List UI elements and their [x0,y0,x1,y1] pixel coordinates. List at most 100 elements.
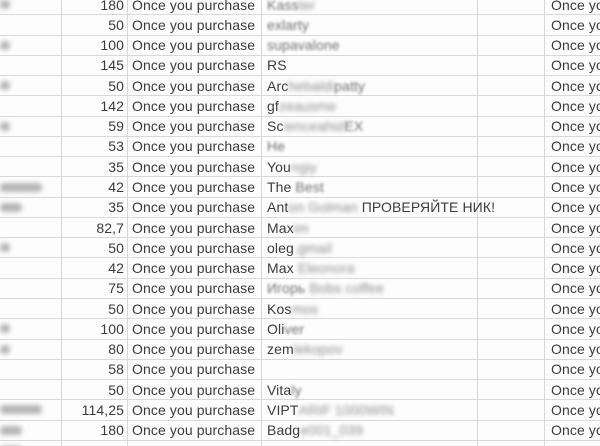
cell-empty[interactable] [478,217,545,238]
cell-buyer-name[interactable]: Badg e001_039 [262,420,478,440]
cell-empty[interactable] [478,380,545,400]
cell-empty[interactable] [478,177,545,197]
cell-buyer-name[interactable]: oleg .gmail [262,238,478,258]
cell-empty[interactable] [478,35,545,55]
cell-purchase-note[interactable]: Once you purchase [128,339,262,359]
cell-purchase-note[interactable]: Once you purchase [128,400,262,420]
cell-purchase-note-right[interactable]: Once you purchase [551,0,600,13]
cell-purchase-note[interactable]: Once you purchase [128,0,262,15]
cell-purchase-note-right[interactable]: Once you purchase [551,138,600,155]
cell-purchase-note-right[interactable] [545,441,600,446]
cell-purchase-note[interactable]: Once you purchase [128,96,262,116]
cell-purchase-note[interactable]: Once you purchase [128,157,262,177]
cell-empty[interactable] [478,298,545,319]
cell-buyer-name[interactable]: RS [262,55,478,76]
cell-empty[interactable] [478,319,545,339]
cell-purchase-note-right[interactable]: Once you purchase [551,158,600,175]
cell-purchase-note[interactable]: Once you purchase [128,319,262,339]
cell-buyer-name[interactable] [262,359,478,380]
cell-purchase-note[interactable]: Once you purchase [128,238,262,258]
cell-purchase-note-right[interactable]: Once you purchase [551,381,600,398]
cell-amount[interactable]: 75 [62,278,128,298]
cell-purchase-note-right[interactable]: Once you purchase [551,199,600,216]
cell-redacted[interactable] [0,76,62,96]
cell-purchase-note-right[interactable]: Once you purchase [551,280,600,297]
cell-empty[interactable] [478,400,545,420]
cell-redacted[interactable] [0,136,62,157]
cell-buyer-name[interactable]: Arc hebaldi patty [262,76,478,96]
cell-redacted[interactable] [0,197,62,217]
cell-buyer-name[interactable]: VIPT ARIF 1000WIN [262,400,478,420]
cell-purchase-note-right[interactable]: Once you purchase [551,341,600,358]
cell-purchase-note[interactable]: Once you purchase [128,177,262,197]
cell-amount[interactable]: 58 [62,359,128,380]
cell-redacted[interactable] [0,35,62,55]
cell-buyer-name[interactable]: Vita ly [262,380,478,400]
cell-purchase-note-right[interactable]: Once you purchase [551,260,600,277]
cell-amount[interactable]: 180 [62,420,128,440]
cell-buyer-name[interactable]: gf zeausme [262,96,478,116]
cell-purchase-note-right[interactable]: Once you purchase [551,239,600,256]
cell-buyer-name[interactable]: You ngiy [262,157,478,177]
cell-amount[interactable]: 180 [62,0,128,15]
cell-redacted[interactable] [0,278,62,298]
cell-purchase-note-right[interactable]: Once you purchase [551,97,600,114]
cell-redacted[interactable] [0,359,62,380]
cell-purchase-note-right[interactable]: Once you purchase [551,361,600,378]
cell-amount[interactable]: 100 [62,35,128,55]
cell-purchase-note[interactable]: Once you purchase [128,359,262,380]
cell-amount[interactable]: 80 [62,339,128,359]
cell-redacted[interactable] [0,339,62,359]
cell-empty[interactable] [478,440,545,446]
cell-amount[interactable]: 50 [62,15,128,35]
cell-amount[interactable]: 42 [62,177,128,197]
cell-redacted[interactable] [0,258,62,278]
cell-amount[interactable] [62,440,128,446]
cell-purchase-note[interactable]: Once you purchase [128,35,262,55]
cell-purchase-note[interactable]: Once you purchase [128,258,262,278]
cell-buyer-name[interactable]: Kos mos [262,298,478,319]
cell-redacted[interactable] [0,15,62,35]
cell-amount[interactable]: 35 [62,157,128,177]
cell-redacted[interactable] [0,238,62,258]
cell-redacted[interactable] [0,157,62,177]
cell-empty[interactable] [478,76,545,96]
cell-buyer-name[interactable]: Max Eleonora [262,258,478,278]
cell-purchase-note-right[interactable]: Once you purchase [551,57,600,74]
cell-empty[interactable] [478,359,545,380]
cell-buyer-name[interactable]: Игорь Bobs coffee [262,278,478,298]
cell-purchase-note[interactable]: Once you purchase [128,217,262,238]
cell-buyer-name[interactable]: Oli ver [262,319,478,339]
cell-amount[interactable]: 142 [62,96,128,116]
cell-amount[interactable]: 42 [62,258,128,278]
cell-empty[interactable] [478,258,545,278]
cell-amount[interactable]: 35 [62,197,128,217]
cell-buyer-name[interactable] [262,440,478,446]
cell-purchase-note[interactable]: Once you purchase [128,380,262,400]
cell-purchase-note-right[interactable]: Once you purchase [551,118,600,135]
cell-empty[interactable] [478,15,545,35]
cell-redacted[interactable] [0,55,62,76]
cell-empty[interactable] [478,278,545,298]
cell-amount[interactable]: 100 [62,319,128,339]
cell-purchase-note[interactable]: Once you purchase [128,197,262,217]
cell-purchase-note-right[interactable]: Once you purchase [551,300,600,317]
cell-empty[interactable] [478,420,545,440]
cell-purchase-note-right[interactable]: Once you purchase [551,401,600,418]
cell-purchase-note-right[interactable]: Once you purchase [551,179,600,196]
cell-redacted[interactable] [0,319,62,339]
cell-purchase-note[interactable]: Once you purchase [128,76,262,96]
cell-redacted[interactable] [0,420,62,440]
cell-purchase-note[interactable]: Once you purchase [128,15,262,35]
cell-purchase-note-right[interactable]: Once you purchase [551,77,600,94]
cell-amount[interactable]: 82,7 [62,217,128,238]
cell-purchase-note[interactable]: Once you purchase [128,420,262,440]
cell-purchase-note[interactable]: Once you purchase [128,278,262,298]
cell-purchase-note[interactable]: Once you purchase [128,298,262,319]
cell-amount[interactable]: 59 [62,116,128,136]
cell-buyer-name[interactable]: The Best [262,177,478,197]
cell-amount[interactable]: 50 [62,76,128,96]
cell-buyer-name[interactable]: Max im [262,217,478,238]
cell-amount[interactable]: 50 [62,298,128,319]
